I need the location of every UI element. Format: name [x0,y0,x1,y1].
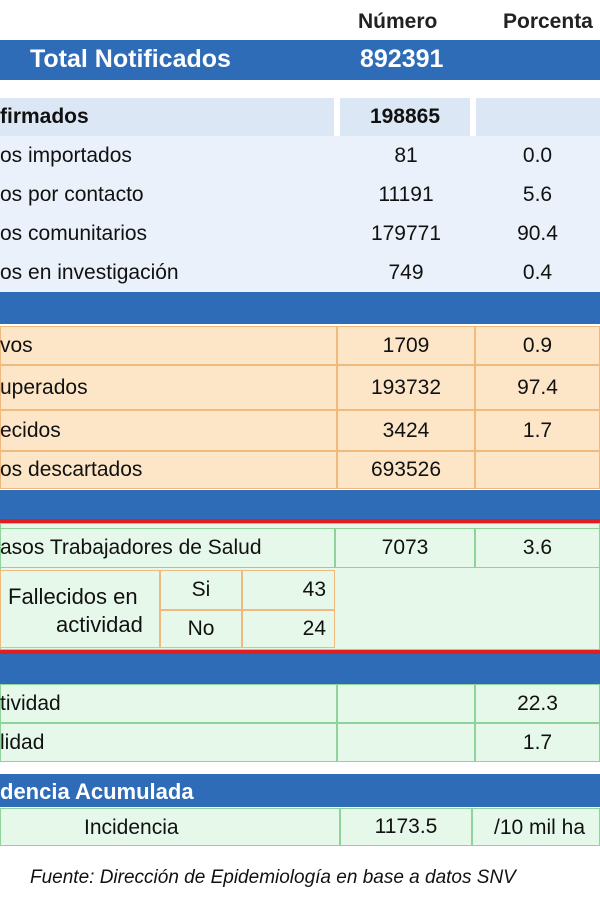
fallecidos-label: Fallecidos en [8,584,138,609]
no-label: No [160,610,242,648]
row-label: tividad [0,691,61,715]
section-separator [0,654,600,684]
row-value [337,723,475,762]
row-label: uperados [0,375,88,399]
row-pct: 90.4 [517,221,558,245]
row-label: os en investigación [0,260,179,284]
si-value: 43 [242,570,335,610]
incidencia-label: Incidencia [84,816,179,839]
row-label: os importados [0,143,132,167]
table-cell [0,723,337,762]
row-value: 81 [394,143,418,167]
section-separator [0,292,600,324]
table-cell [0,175,337,214]
row-label: os comunitarios [0,221,148,245]
row-value: 193732 [370,375,442,399]
table-cell [475,410,600,451]
row-value: 1709 [382,333,430,357]
table-cell [0,684,337,723]
total-value: 892391 [360,45,444,73]
table-cell [475,175,600,214]
row-label: lidad [0,730,45,754]
row-value: 179771 [370,221,442,245]
row-label: vos [0,333,33,357]
table-cell [337,684,475,723]
confirmados-label: firmados [0,105,89,128]
table-cell [0,136,337,175]
table-cell [0,326,337,365]
confirmados-row [0,98,600,136]
row-pct: 0.4 [522,260,553,284]
table-cell [475,253,600,292]
row-value [337,684,475,723]
row-value: 749 [388,260,424,284]
table-cell [0,451,337,489]
section-separator [0,490,600,520]
table-cell [475,365,600,410]
table-cell [475,136,600,175]
salud-pct: 3.6 [522,536,553,559]
row-pct: 5.6 [522,182,553,206]
row-pct: 0.0 [522,143,553,167]
row-pct: 97.4 [517,375,558,399]
row-pct: 1.7 [522,730,553,754]
row-label: ecidos [0,418,61,442]
total-label: Total Notificados [30,45,231,73]
column-header-numero: Número [358,10,438,33]
no-value: 24 [242,610,335,648]
table-cell [337,451,475,489]
table-cell [475,214,600,253]
fallecidos-label-2: actividad [56,612,143,637]
confirmados-value: 198865 [369,105,441,128]
incidencia-unit: /10 mil ha [494,816,586,839]
source-note: Fuente: Dirección de Epidemiología en ba… [30,867,516,888]
table-cell [0,410,337,451]
row-value: 3424 [382,418,430,442]
row-pct: 1.7 [522,418,553,442]
salud-label: asos Trabajadores de Salud [0,536,262,559]
row-label: os por contacto [0,182,144,206]
row-label: os descartados [0,458,143,481]
row-value: 693526 [370,458,442,481]
table-cell [337,326,475,365]
table-cell [337,253,475,292]
table-cell [337,723,475,762]
salud-value: 7073 [381,536,429,559]
incidencia-header [0,774,600,807]
table-cell [337,136,475,175]
row-pct: 0.9 [522,333,553,357]
total-row [0,40,600,80]
table-cell [475,723,600,762]
table-cell [337,365,475,410]
column-header-porcentaje: Porcenta [503,10,593,33]
table-cell [337,214,475,253]
row-value: 11191 [378,182,434,206]
row-pct [475,451,600,489]
table-cell [0,253,337,292]
incidencia-value: 1173.5 [374,815,438,838]
row-pct: 22.3 [517,691,558,715]
incidencia-title: dencia Acumulada [0,779,194,804]
table-cell [337,175,475,214]
table-cell [0,365,337,410]
si-label: Si [160,570,242,610]
table-cell [337,410,475,451]
table-cell [475,451,600,489]
table-cell [0,214,337,253]
